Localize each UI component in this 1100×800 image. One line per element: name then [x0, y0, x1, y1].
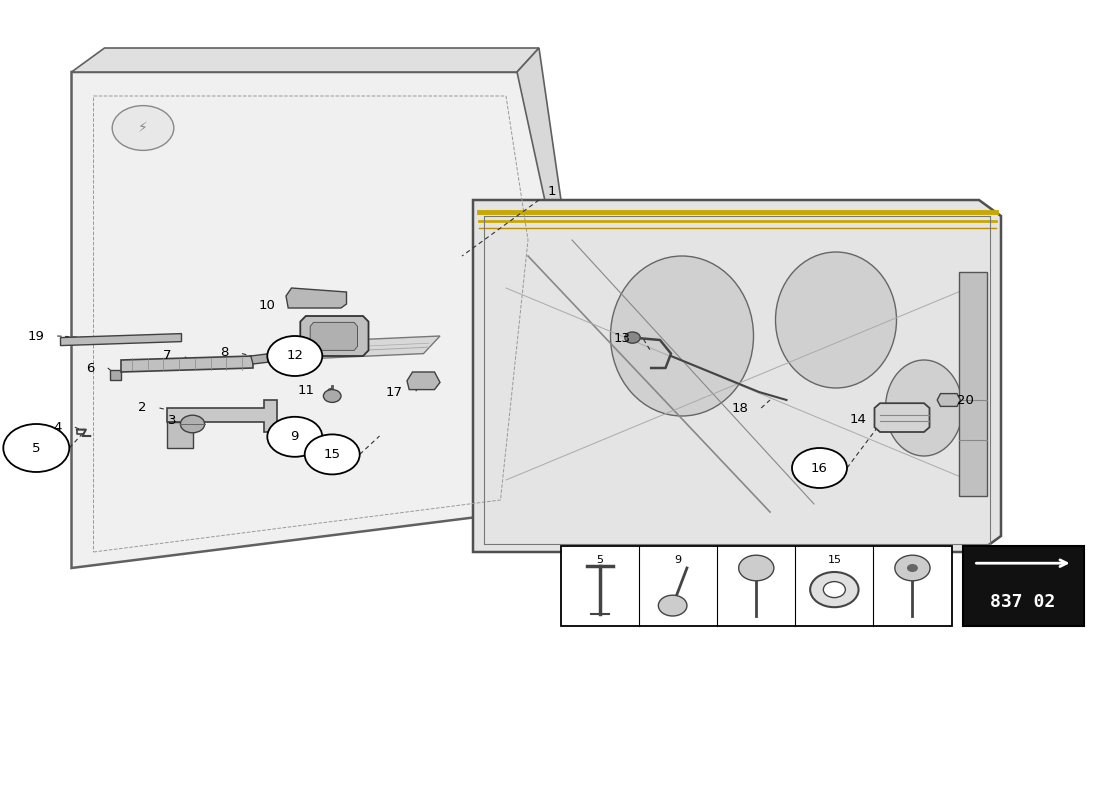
Circle shape	[305, 434, 360, 474]
Circle shape	[112, 106, 174, 150]
Text: a passion for: a passion for	[553, 431, 767, 529]
Text: 13: 13	[614, 332, 630, 345]
Polygon shape	[407, 372, 440, 390]
Polygon shape	[874, 403, 929, 432]
Text: 5: 5	[32, 442, 41, 454]
Text: 4: 4	[53, 421, 62, 434]
Bar	[959, 272, 987, 496]
Circle shape	[739, 555, 774, 581]
Circle shape	[180, 415, 205, 433]
Circle shape	[625, 332, 640, 343]
Polygon shape	[72, 48, 539, 72]
Text: 11: 11	[298, 384, 315, 397]
Polygon shape	[121, 356, 253, 372]
Polygon shape	[937, 394, 960, 406]
Text: 18: 18	[732, 402, 748, 414]
Polygon shape	[110, 370, 121, 380]
Bar	[561, 546, 952, 626]
Text: 12: 12	[286, 350, 304, 362]
Circle shape	[823, 582, 845, 598]
Circle shape	[792, 448, 847, 488]
Text: 16: 16	[905, 555, 920, 565]
Polygon shape	[251, 354, 273, 364]
Text: 837 02: 837 02	[990, 593, 1056, 610]
Text: 3: 3	[167, 414, 176, 427]
Circle shape	[906, 564, 917, 572]
Ellipse shape	[886, 360, 962, 456]
Text: 15: 15	[827, 555, 842, 565]
Polygon shape	[300, 316, 368, 356]
Text: ⚡: ⚡	[139, 121, 147, 135]
Polygon shape	[60, 334, 182, 346]
Text: 12: 12	[749, 555, 763, 565]
Bar	[962, 546, 1084, 626]
Circle shape	[894, 555, 931, 581]
Text: 6: 6	[86, 362, 95, 374]
Polygon shape	[280, 336, 440, 360]
Text: 1: 1	[548, 185, 557, 198]
Ellipse shape	[776, 252, 896, 388]
Text: 10: 10	[258, 299, 275, 312]
Text: 5: 5	[596, 555, 604, 565]
Text: 14: 14	[850, 413, 867, 426]
Text: 7: 7	[163, 349, 172, 362]
Circle shape	[267, 417, 322, 457]
Circle shape	[810, 572, 858, 607]
Polygon shape	[473, 200, 1001, 552]
Polygon shape	[72, 72, 550, 568]
Polygon shape	[286, 288, 346, 308]
Text: 20: 20	[957, 394, 974, 406]
Circle shape	[659, 595, 686, 616]
Circle shape	[323, 390, 341, 402]
Text: 9: 9	[674, 555, 682, 565]
Text: 17: 17	[386, 386, 403, 398]
Text: 15: 15	[323, 448, 341, 461]
Polygon shape	[167, 400, 277, 432]
Text: 8: 8	[220, 346, 229, 359]
Ellipse shape	[610, 256, 754, 416]
Polygon shape	[517, 48, 561, 224]
Text: 2: 2	[138, 401, 146, 414]
Text: 1985: 1985	[755, 534, 917, 634]
Polygon shape	[310, 322, 358, 350]
Text: eurospares: eurospares	[384, 268, 892, 500]
Text: 19: 19	[28, 330, 44, 342]
Circle shape	[267, 336, 322, 376]
Polygon shape	[167, 422, 192, 448]
Circle shape	[3, 424, 69, 472]
Text: 16: 16	[811, 462, 828, 474]
Text: 9: 9	[290, 430, 299, 443]
